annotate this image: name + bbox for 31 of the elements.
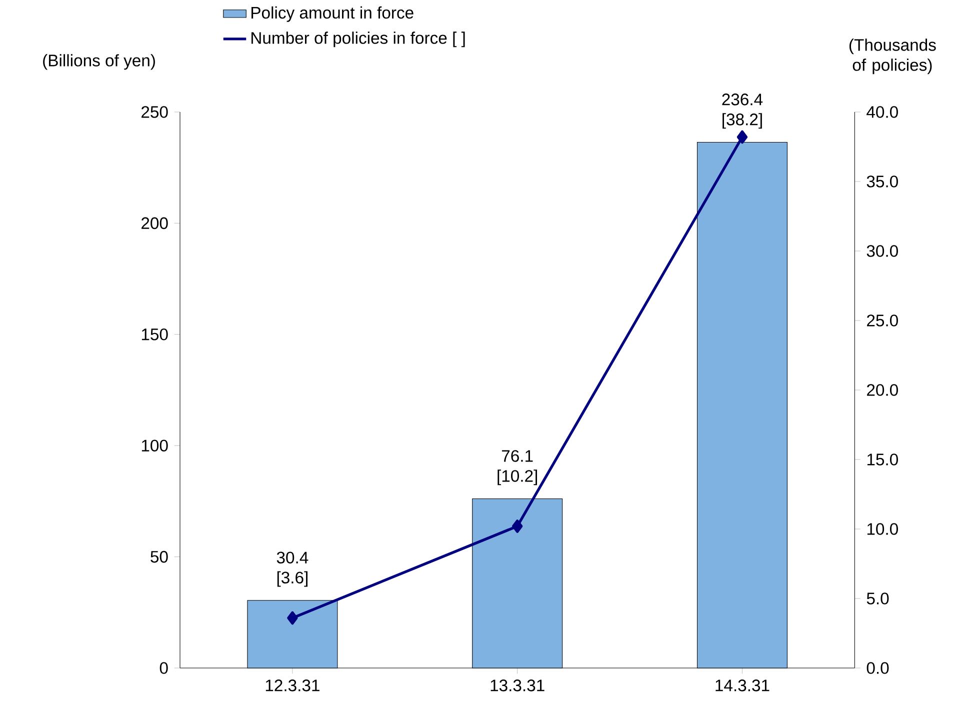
y2-tick-label: 20.0 bbox=[867, 384, 898, 396]
y-tick-label: 150 bbox=[142, 328, 168, 340]
y2-tick-label: 0.0 bbox=[866, 662, 889, 674]
y2-tick-label: 30.0 bbox=[866, 245, 898, 257]
data-label: [3.6] bbox=[277, 571, 308, 587]
y2-tick-label: 25.0 bbox=[867, 314, 898, 326]
y-tick-label: 50 bbox=[150, 550, 168, 563]
x-tick-label: 14.3.31 bbox=[716, 680, 770, 692]
data-label: [38.2] bbox=[722, 113, 762, 129]
x-tick-label: 12.3.31 bbox=[266, 680, 320, 692]
y2-tick-label: 35.0 bbox=[866, 176, 898, 188]
y-tick-label: 250 bbox=[142, 106, 168, 118]
y2-axis-title: (Thousands of policies) bbox=[849, 38, 936, 74]
y2-tick-label: 15.0 bbox=[867, 454, 898, 466]
y2-tick-label: 40.0 bbox=[866, 106, 898, 118]
y2-tick-label: 10.0 bbox=[867, 523, 898, 535]
x-tick-label: 13.3.31 bbox=[490, 680, 544, 692]
y2-tick-label: 5.0 bbox=[866, 592, 889, 604]
y-axis-title: (Billions of yen) bbox=[43, 54, 155, 70]
y-tick-label: 0 bbox=[160, 662, 168, 674]
point bbox=[287, 611, 298, 625]
legend-label: Policy amount in force bbox=[252, 6, 414, 22]
point bbox=[736, 130, 748, 144]
data-label: [10.2] bbox=[498, 470, 538, 486]
data-label: 30.4 bbox=[276, 552, 308, 564]
legend-label: Number of policies in force [ ] bbox=[252, 32, 465, 48]
data-label: 236.4 bbox=[722, 94, 763, 106]
y-tick-label: 200 bbox=[142, 217, 168, 230]
data-label: 76.1 bbox=[502, 450, 533, 462]
y-tick-label: 100 bbox=[142, 440, 168, 452]
point bbox=[512, 520, 523, 533]
